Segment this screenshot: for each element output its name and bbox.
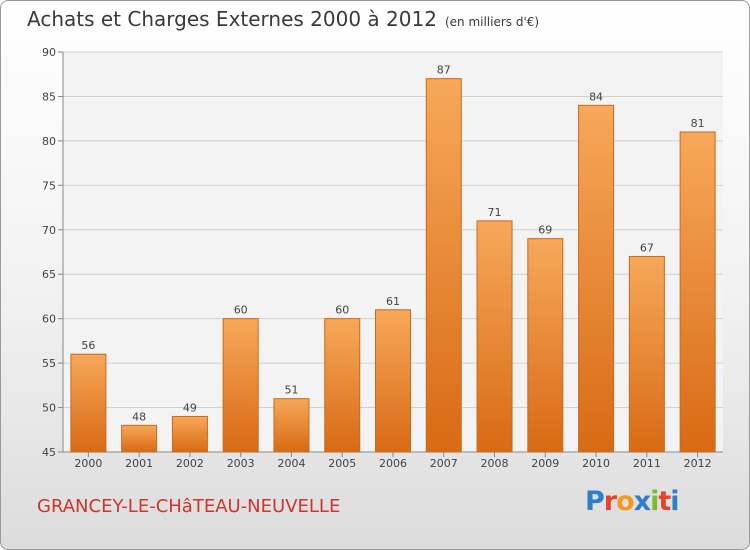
data-label: 48: [132, 410, 146, 423]
bar: [70, 353, 107, 453]
bar: [628, 255, 665, 453]
x-tick-label: 2002: [176, 457, 204, 470]
y-tick-label: 55: [42, 357, 56, 370]
data-label: 60: [335, 304, 349, 317]
data-label: 49: [183, 401, 197, 414]
data-label: 56: [81, 339, 95, 352]
bar: [222, 318, 259, 453]
x-tick-label: 2006: [379, 457, 407, 470]
data-label: 61: [386, 295, 400, 308]
bar: [425, 78, 462, 453]
bar: [476, 220, 513, 453]
x-tick-label: 2003: [227, 457, 255, 470]
logo-letter: i: [650, 486, 659, 517]
data-label: 84: [589, 90, 603, 103]
bar: [121, 424, 158, 453]
bar: [375, 309, 411, 453]
x-tick-label: 2009: [531, 457, 559, 470]
bar: [527, 238, 564, 453]
x-tick-label: 2008: [481, 457, 509, 470]
x-tick-label: 2000: [74, 457, 102, 470]
y-tick-label: 85: [42, 90, 56, 103]
chart-subtitle: (en milliers d'€): [444, 15, 540, 29]
bar: [273, 398, 310, 453]
commune-name: GRANCEY-LE-CHâTEAU-NEUVELLE: [37, 496, 341, 517]
chart-title: Achats et Charges Externes 2000 à 2012 (e…: [27, 7, 540, 31]
x-tick-label: 2001: [125, 457, 153, 470]
proxiti-logo: Proxiti: [585, 486, 680, 517]
data-label: 81: [691, 117, 705, 130]
data-label: 51: [284, 384, 298, 397]
data-label: 69: [538, 224, 552, 237]
y-tick-label: 90: [42, 46, 56, 59]
data-label: 67: [640, 241, 654, 254]
y-tick-label: 80: [42, 135, 56, 148]
bar: [171, 415, 208, 453]
x-tick-label: 2012: [684, 457, 712, 470]
y-tick-label: 70: [42, 224, 56, 237]
x-tick-label: 2005: [328, 457, 356, 470]
logo-letter: i: [670, 486, 679, 517]
y-tick-label: 65: [42, 268, 56, 281]
logo-letter: x: [633, 486, 651, 517]
logo-letter: P: [585, 486, 605, 517]
x-tick-label: 2010: [582, 457, 610, 470]
logo-letter: o: [616, 486, 635, 517]
data-label: 71: [488, 206, 502, 219]
data-label: 60: [234, 304, 248, 317]
logo-letter: t: [658, 486, 671, 517]
y-tick-label: 45: [42, 446, 56, 459]
x-tick-label: 2004: [277, 457, 305, 470]
logo-letter: r: [603, 486, 617, 517]
bar: [324, 318, 361, 453]
x-tick-label: 2011: [633, 457, 661, 470]
x-tick-label: 2007: [430, 457, 458, 470]
bar: [679, 131, 716, 453]
data-label: 87: [437, 64, 451, 77]
y-tick-label: 60: [42, 313, 56, 326]
y-tick-label: 75: [42, 179, 56, 192]
bar: [578, 104, 615, 453]
y-tick-label: 50: [42, 402, 56, 415]
